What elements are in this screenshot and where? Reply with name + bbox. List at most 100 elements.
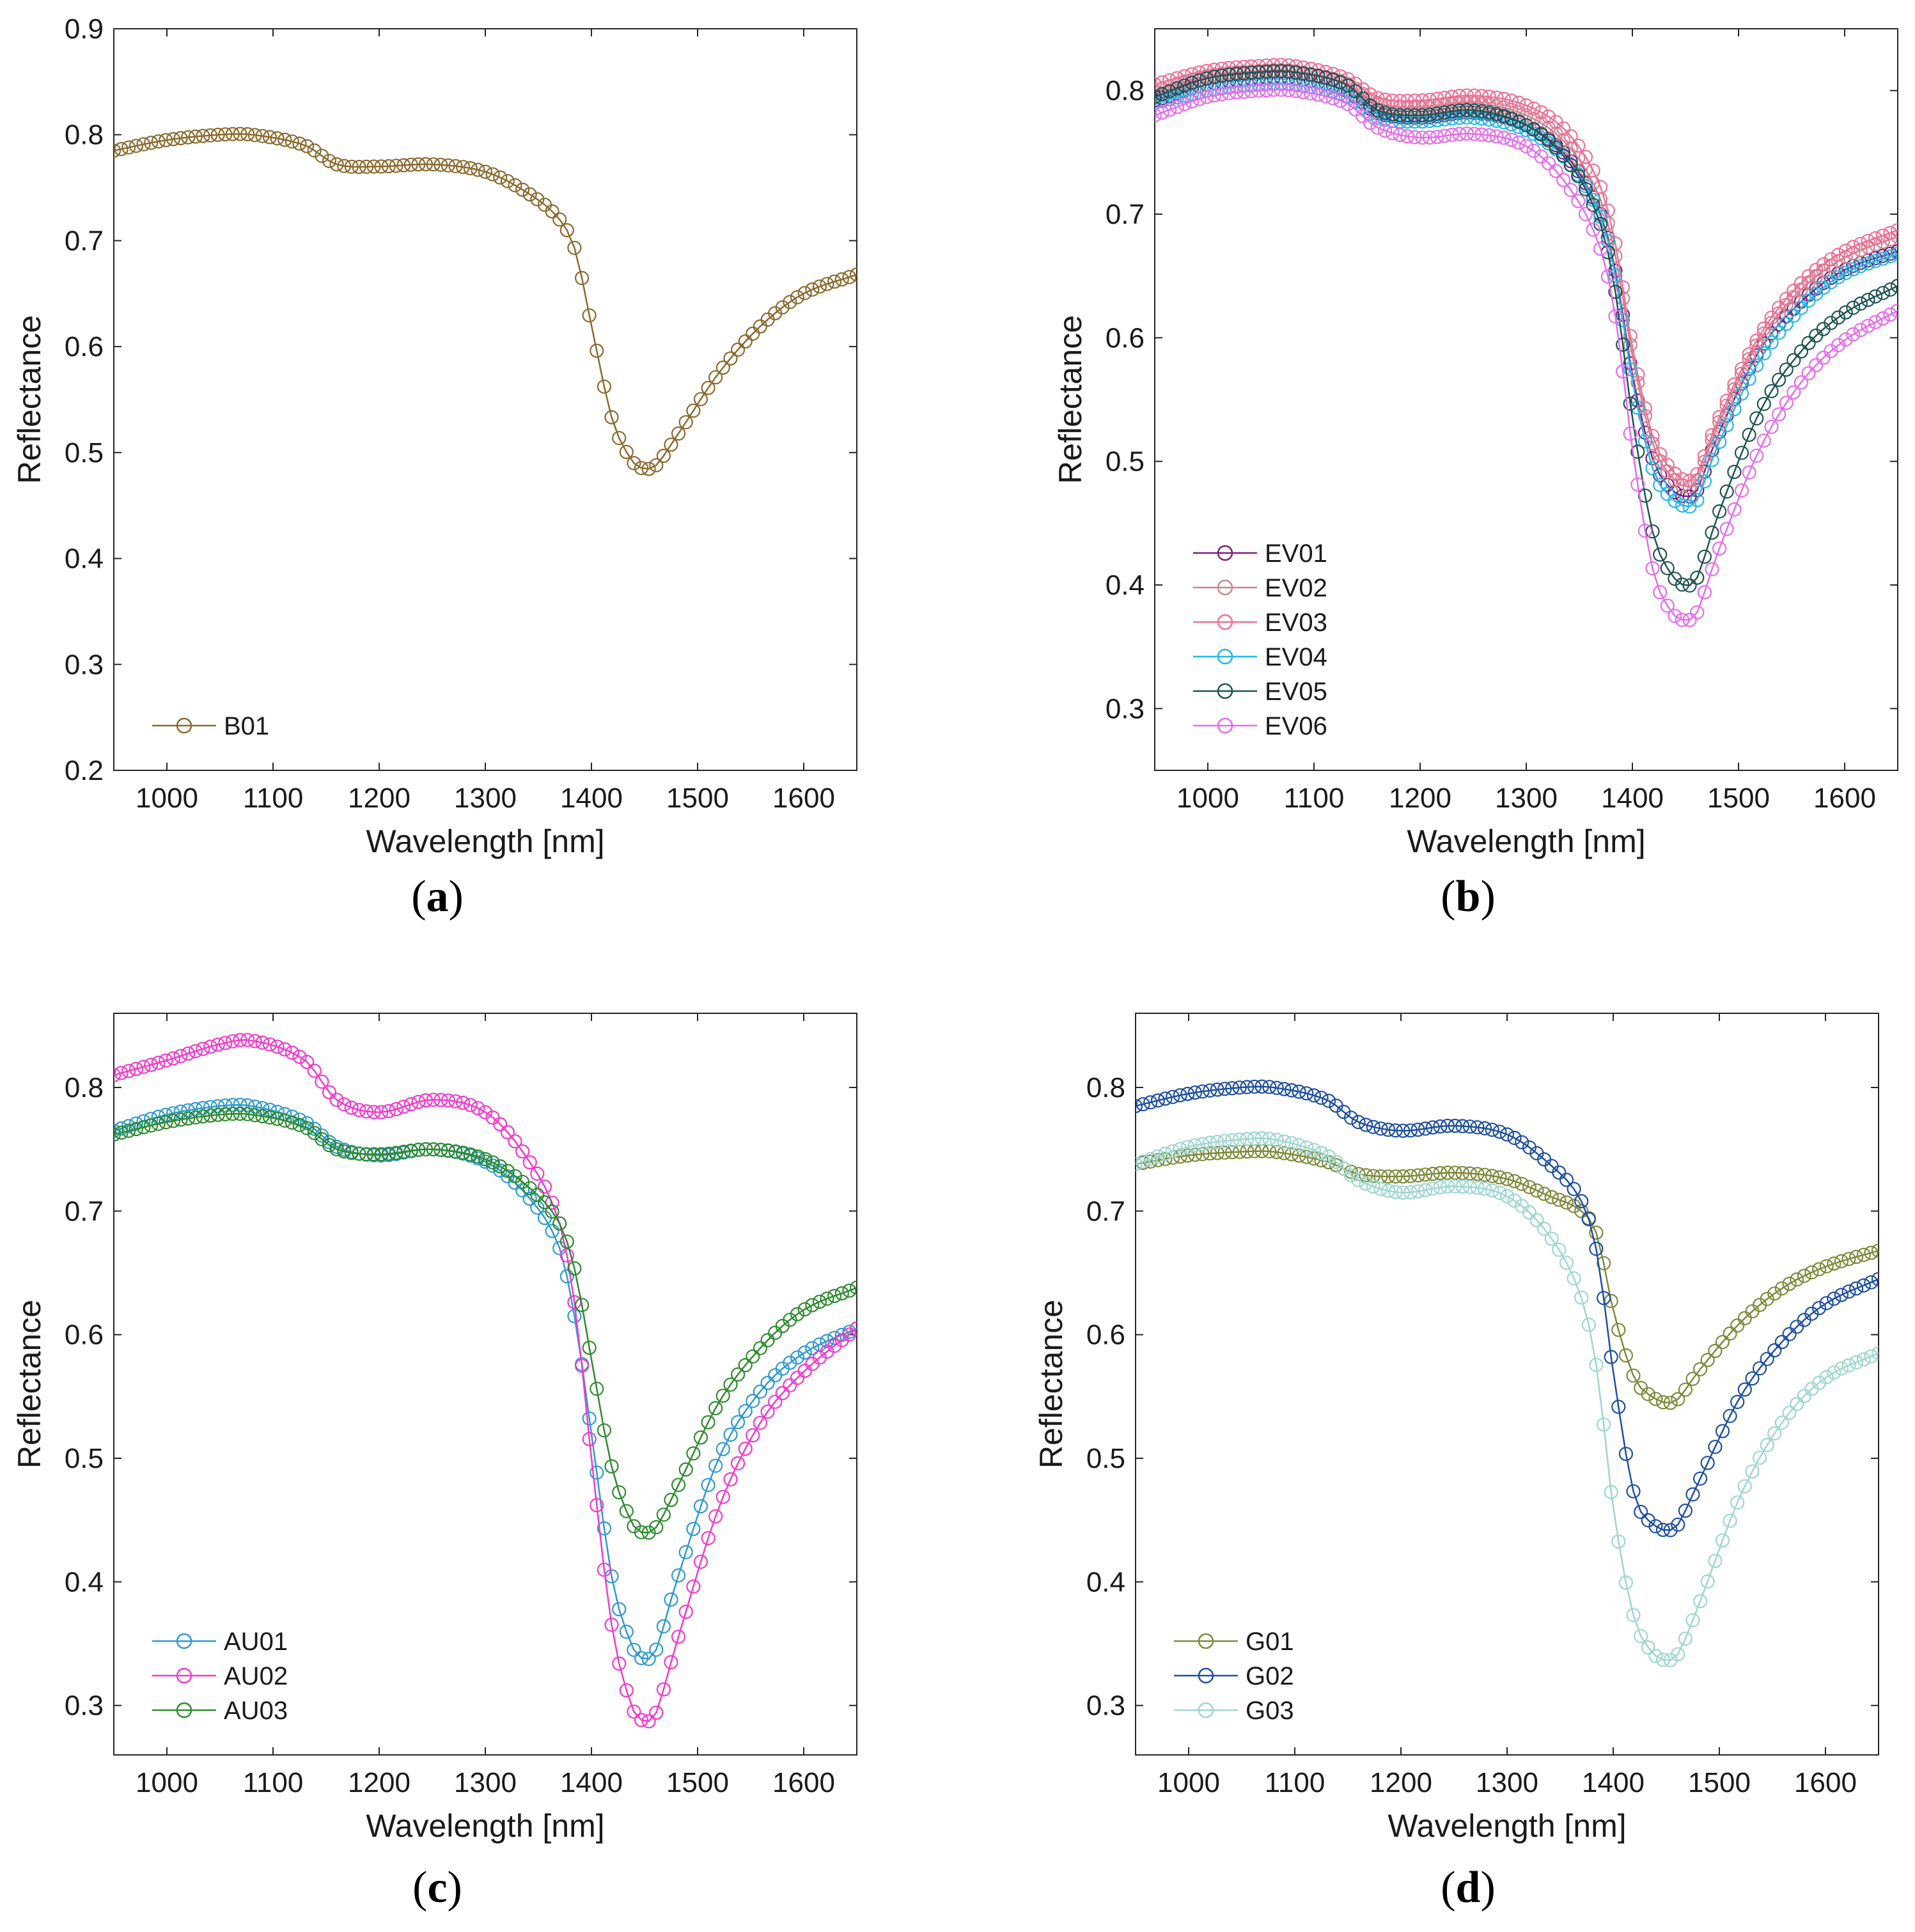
data-point (1217, 1145, 1232, 1160)
data-point (300, 1121, 315, 1135)
data-point (114, 1068, 121, 1082)
data-point (1430, 91, 1444, 106)
data-point (746, 1394, 760, 1408)
data-point (1708, 1344, 1723, 1359)
data-point (1244, 65, 1259, 80)
data-point (1861, 318, 1875, 333)
data-point (1351, 1172, 1366, 1188)
data-point (1385, 93, 1400, 108)
data-point (708, 1509, 723, 1523)
x-tick-label: 1200 (1370, 1767, 1432, 1798)
data-point (1492, 1185, 1507, 1201)
data-point (1192, 91, 1207, 106)
data-point (1794, 300, 1808, 315)
data-point (1195, 1147, 1210, 1162)
data-point (1742, 371, 1756, 386)
data-point (1819, 1259, 1834, 1274)
data-point (1734, 361, 1749, 377)
data-point (664, 1655, 678, 1670)
data-point (1512, 114, 1526, 129)
series-line (1136, 1086, 1879, 1531)
x-tick-label: 1500 (1707, 783, 1770, 814)
data-point (1269, 1080, 1284, 1095)
data-point (1578, 178, 1593, 193)
data-point (1333, 75, 1348, 90)
data-point (292, 1049, 307, 1064)
data-point (396, 1100, 411, 1114)
data-point (1155, 90, 1162, 104)
data-point (1723, 1326, 1737, 1341)
data-point (1415, 108, 1430, 123)
data-point (1232, 1080, 1247, 1095)
y-tick-label: 0.6 (1086, 1320, 1125, 1351)
data-point (1370, 95, 1385, 111)
chart-panel-d: 1000 1100 1200 1300 1400 1500 1600 0.3 0.4 0.5 0.6… (1033, 1013, 1879, 1912)
y-tick-label: 0.6 (65, 331, 104, 362)
legend-label: AU01 (224, 1628, 288, 1656)
data-point (1597, 1256, 1611, 1270)
data-point (151, 1056, 166, 1070)
data-point (783, 1355, 797, 1370)
data-point (1734, 386, 1749, 401)
data-point (1626, 1608, 1641, 1623)
data-point (1322, 1093, 1336, 1109)
data-point (1378, 123, 1393, 138)
data-point (1593, 217, 1608, 231)
data-point (1474, 89, 1489, 104)
data-point (1452, 103, 1467, 118)
data-point (151, 1116, 166, 1131)
legend-marker (176, 1702, 192, 1718)
data-point (1567, 1181, 1581, 1196)
data-point (1616, 337, 1630, 352)
y-tick-label: 0.2 (65, 755, 104, 786)
data-point (463, 1098, 478, 1112)
data-point (285, 1115, 299, 1130)
data-point (1489, 129, 1504, 144)
data-point (634, 460, 649, 476)
y-tick-label: 0.4 (65, 543, 104, 575)
data-point (359, 1104, 374, 1119)
data-point (849, 1321, 857, 1336)
data-point (455, 1095, 471, 1110)
data-point (1165, 1144, 1180, 1158)
data-point (701, 1477, 715, 1492)
data-point (1890, 303, 1898, 318)
data-point (1393, 93, 1407, 108)
data-point (1229, 85, 1244, 100)
x-tick-label: 1000 (1176, 783, 1239, 814)
data-point (1581, 1211, 1596, 1227)
data-point (649, 1705, 664, 1720)
data-point (1240, 1080, 1255, 1095)
data-point (1400, 93, 1415, 108)
data-point (574, 1298, 590, 1313)
data-point (1497, 130, 1512, 145)
data-point (582, 1431, 597, 1447)
panel-letter: c (427, 1863, 447, 1912)
data-point (1811, 1375, 1827, 1390)
data-point (1715, 1335, 1730, 1350)
data-point (1638, 524, 1652, 538)
legend-label: G01 (1246, 1628, 1294, 1656)
data-point (1719, 393, 1734, 408)
series-G02 (1136, 1079, 1879, 1538)
data-point (233, 1032, 247, 1048)
data-point (255, 129, 270, 143)
data-point (1727, 377, 1742, 392)
data-point (1593, 180, 1608, 194)
data-point (612, 1602, 627, 1617)
data-point (746, 326, 760, 341)
data-point (1675, 612, 1690, 627)
data-point (114, 142, 129, 157)
data-point (1712, 410, 1727, 425)
data-point (292, 136, 307, 151)
data-point (500, 1164, 515, 1178)
data-point (1864, 1245, 1879, 1260)
data-point (1348, 84, 1363, 98)
data-point (834, 1286, 849, 1301)
data-point (1459, 88, 1474, 103)
y-tick-label: 0.8 (65, 120, 104, 151)
data-point (738, 334, 753, 349)
data-point (389, 1146, 403, 1160)
data-point (1306, 1088, 1321, 1103)
data-point (1274, 82, 1288, 97)
